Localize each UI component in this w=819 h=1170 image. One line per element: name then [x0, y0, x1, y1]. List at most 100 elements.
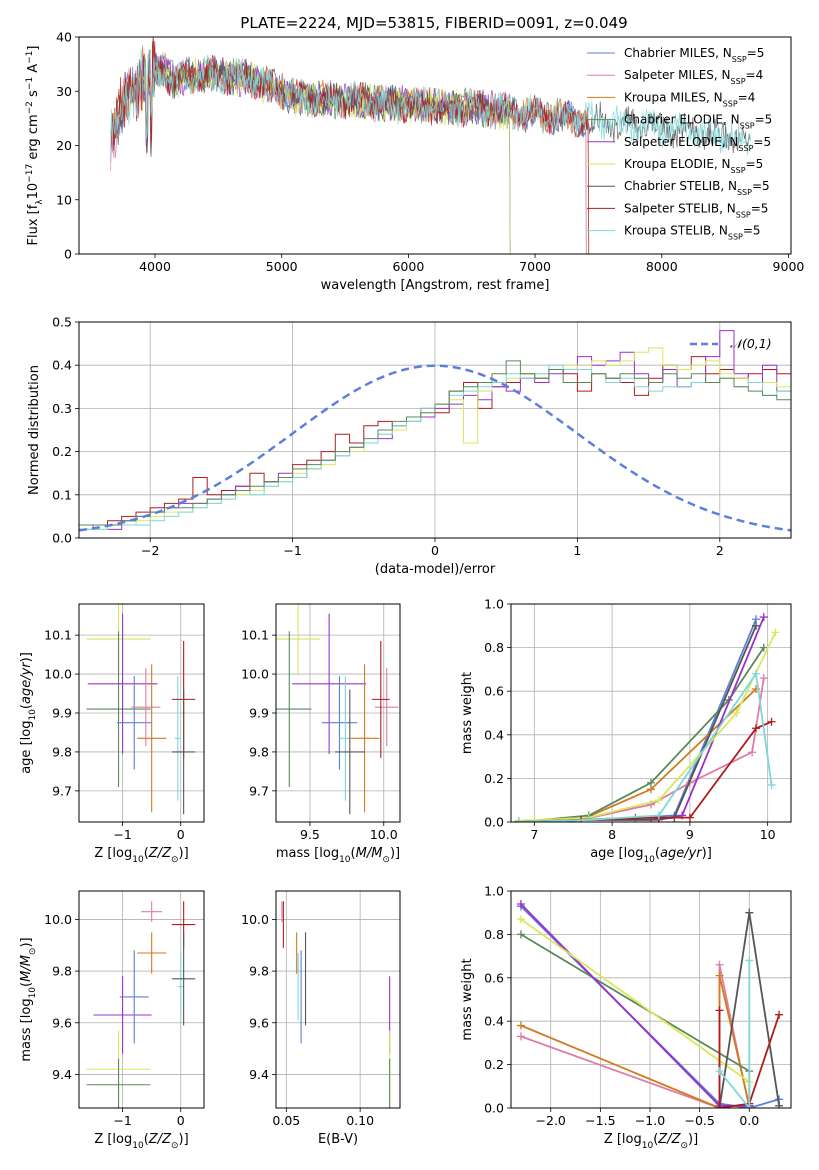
mass-weight-marker: [715, 971, 724, 980]
residuals-axes: −2 −1 0 1 2 0.0 0.1 0.2 0.3 0.4 0.5 (data-model)/er…: [27, 315, 792, 577]
mass-weight-marker: [516, 900, 525, 909]
y-tick-label: 0.1: [52, 487, 72, 502]
histogram-step-line: [79, 360, 791, 526]
mass-weight-line: [520, 918, 751, 1108]
errorbar-point: [86, 631, 151, 787]
legend-entry: Salpeter MILES, NSSP=4: [624, 68, 763, 86]
mass-weight-marker: [715, 1067, 724, 1076]
mass-weight-marker: [584, 815, 593, 822]
weight-vs-age-xlabel: age [log10(age/yr)]: [590, 846, 712, 865]
mass-weight-marker: [715, 1104, 724, 1108]
x-tick-label: 1: [573, 543, 581, 558]
x-tick-label: 0.05: [272, 1113, 300, 1128]
x-tick-label: 6000: [392, 259, 424, 274]
mass-weight-line: [718, 1010, 780, 1108]
y-tick-label: 9.7: [52, 783, 72, 798]
x-tick-label: 5000: [266, 259, 298, 274]
y-tick-label: 10.1: [241, 628, 269, 643]
errorbar-point: [335, 689, 365, 815]
mass-vs-Z-ylabel: mass [log10(M/M⊙)]: [19, 937, 38, 1061]
y-tick-label: 0.2: [484, 1057, 504, 1072]
y-tick-label: 9.8: [249, 964, 269, 979]
y-tick-label: 0.6: [484, 970, 504, 985]
y-tick-label: 40: [56, 30, 72, 45]
y-tick-label: 0.0: [484, 1101, 504, 1116]
legend-entry: 𝒩(0,1): [730, 336, 772, 351]
y-tick-label: 9.4: [249, 1067, 269, 1082]
errorbar-point: [292, 613, 367, 754]
y-tick-label: 9.9: [249, 706, 269, 721]
errorbar-point: [86, 1058, 151, 1108]
x-tick-label: 0.0: [739, 1113, 759, 1128]
age-vs-mass-grid: [276, 604, 400, 822]
errorbar-point: [172, 932, 196, 1026]
y-tick-label: 10.0: [44, 912, 72, 927]
residuals-plot-area: [79, 330, 791, 532]
mass-weight-marker: [745, 956, 754, 965]
y-tick-label: 0.2: [52, 444, 72, 459]
y-tick-label: 9.9: [52, 706, 72, 721]
x-tick-label: 7: [530, 827, 538, 842]
y-tick-label: 0: [64, 247, 72, 262]
mass-weight-marker: [759, 613, 768, 622]
spectrum-legend: Chabrier MILES, NSSP=5 Salpeter MILES, NS…: [587, 46, 772, 241]
y-tick-label: 9.8: [249, 744, 269, 759]
y-tick-label: 9.6: [249, 1015, 269, 1030]
weight-vs-Z-ylabel: mass weight: [460, 958, 475, 1040]
mass-weight-marker: [752, 621, 760, 630]
y-tick-label: 10.0: [44, 667, 72, 682]
y-tick-label: 10.1: [44, 628, 72, 643]
weight-vs-age-plot-area: [514, 613, 780, 822]
mass-vs-Z-axes: −1 0 9.4 9.6 9.8 10.0 Z [log10(Z/Z⊙)] mass [log…: [19, 890, 205, 1151]
mass-weight-line: [520, 964, 751, 1108]
y-tick-label: 9.8: [52, 744, 72, 759]
y-tick-label: 0.2: [484, 771, 504, 786]
mass-weight-marker: [767, 717, 776, 726]
errorbar-point: [276, 604, 321, 675]
x-tick-label: 0: [177, 1113, 185, 1128]
age-vs-Z-xlabel: Z [log10(Z/Z⊙)]: [94, 846, 188, 865]
legend-entry: Chabrier MILES, NSSP=5: [624, 46, 764, 64]
mass-weight-marker: [715, 1006, 724, 1015]
mass-vs-EBV-axes: 0.05 0.10 9.4 9.6 9.8 10.0 E(B-V): [241, 890, 401, 1147]
age-vs-Z-ylabel: age [log10(age/yr)]: [19, 652, 38, 774]
age-vs-Z-axes: −1 0 9.7 9.8 9.9 10.0 10.1 Z [log10(Z/Z⊙)] age […: [19, 603, 205, 865]
mass-weight-marker: [775, 1010, 784, 1019]
y-tick-label: 9.7: [249, 783, 269, 798]
y-tick-label: 10: [56, 192, 72, 207]
legend-entry: Kroupa STELIB, NSSP=5: [624, 224, 761, 242]
weight-vs-age-ylabel: mass weight: [460, 672, 475, 754]
legend-entry: Chabrier STELIB, NSSP=5: [624, 179, 770, 197]
spectrum-title: PLATE=2224, MJD=53815, FIBERID=0091, z=0…: [240, 14, 627, 32]
mass-weight-marker: [752, 669, 760, 678]
y-tick-label: 0.4: [484, 727, 504, 742]
mass-weight-marker: [748, 748, 757, 757]
y-tick-label: 10.0: [241, 912, 269, 927]
residuals-legend: 𝒩(0,1): [690, 336, 772, 351]
x-tick-label: −2.0: [536, 1113, 566, 1128]
age-vs-Z-frame: [78, 603, 205, 823]
mass-weight-marker: [514, 818, 523, 822]
mass-weight-marker: [775, 1101, 784, 1108]
weight-vs-Z-xlabel: Z [log10(Z/Z⊙)]: [604, 1132, 698, 1151]
mass-weight-marker: [647, 778, 655, 787]
x-tick-label: 0.10: [346, 1113, 374, 1128]
mass-weight-marker: [715, 960, 724, 969]
y-tick-label: 0.6: [484, 684, 504, 699]
x-tick-label: 9.5: [300, 827, 320, 842]
y-tick-label: 9.4: [52, 1067, 72, 1082]
x-tick-label: 2: [716, 543, 724, 558]
legend-entry: Chabrier ELODIE, NSSP=5: [624, 113, 772, 131]
y-tick-label: 0.8: [484, 927, 504, 942]
spectrum-ylabel: Flux [fλ10−17 erg cm−2 s−1 A−1]: [25, 46, 45, 246]
errorbar-point: [131, 668, 161, 747]
mass-weight-marker: [654, 811, 663, 820]
mass-weight-marker: [745, 1104, 754, 1108]
errorbar-point: [116, 676, 152, 770]
mass-weight-marker: [771, 628, 780, 637]
mass-weight-line: [518, 631, 777, 822]
age-vs-mass-axes: 9.5 10.0 9.7 9.8 9.9 10.0 10.1 mass [log10(M/M⊙…: [241, 603, 401, 865]
legend-entry: Salpeter ELODIE, NSSP=5: [624, 135, 771, 153]
mass-weight-line: [518, 720, 772, 822]
